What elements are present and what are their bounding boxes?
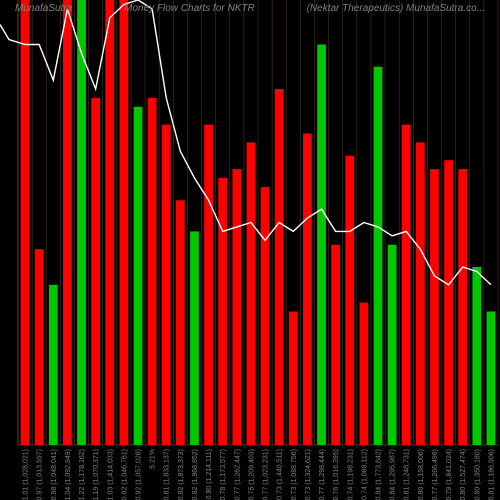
x-axis-label: 0.92 (1,057,028): [136, 449, 143, 500]
bar: [303, 134, 312, 446]
x-axis-label: 0.84 (1,295,987): [390, 449, 397, 500]
x-axis-label: 0.80 (1,158,006): [418, 449, 425, 500]
x-axis-label: 0.73 (1,324,621): [305, 449, 312, 500]
x-axis-label: 0.74 (1,089,112): [361, 449, 368, 500]
x-axis-label: 0.92 (1,046,761): [121, 449, 128, 500]
x-axis-label: 0.77 (1,262,447): [234, 449, 241, 500]
x-axis-label: 1.03 (1,414,033): [107, 449, 114, 500]
bar: [21, 0, 30, 445]
bar: [345, 156, 354, 445]
bar: [49, 285, 58, 445]
bar: [176, 200, 185, 445]
x-axis-label: 1.22 (1,178,162): [79, 449, 86, 500]
x-axis-label: 0.98 (1,048,041): [51, 449, 58, 500]
x-axis-label: 0.81 (1,186,906): [488, 449, 495, 500]
title-brand: MunafaSutra: [15, 3, 72, 14]
x-axis-label: 0.78 (1,173,577): [220, 449, 227, 500]
x-axis-label: 0.74 (1,198,231): [347, 449, 354, 500]
x-axis-label: 0.82 (1,873,373): [178, 449, 185, 500]
money-flow-chart: MunafaSutra Money Flow Charts for NKTR (…: [0, 0, 500, 500]
bar: [91, 98, 100, 445]
x-axis-label: 0.76 (1,016,395): [333, 449, 340, 500]
x-axis-label: 0.81 (1,833,137): [164, 449, 171, 500]
title-source: (Nektar Therapeutics) MunafaSutra.co...: [307, 3, 485, 14]
bar: [402, 125, 411, 445]
chart-svg: 1.01 (1,028,021) 0.97 (1,013,597) 0.98 (1,…: [0, 0, 500, 500]
bar: [289, 312, 298, 446]
x-axis-label: 0.80 (1,527,474): [460, 449, 467, 500]
x-axis-label: 0.75 (1,209,403): [248, 449, 255, 500]
bar: [120, 0, 129, 445]
x-axis-label: 0.79 (1,841,024): [446, 449, 453, 500]
bar: [218, 178, 227, 445]
bar: [331, 245, 340, 445]
bar: [458, 169, 467, 445]
bar: [275, 89, 284, 445]
bar: [63, 0, 72, 445]
x-axis-label: 0.97 (1,013,597): [37, 449, 44, 500]
x-axis-label: 0.84 (1,773,842): [376, 449, 383, 500]
x-axis-label: 0.82 (1,968,852): [192, 449, 199, 500]
x-axis-label: 0.77 (1,023,231): [263, 449, 270, 500]
title-center: Money Flow Charts for NKTR: [124, 3, 255, 14]
bar: [105, 0, 114, 445]
x-axis-label: 0.80 (1,214,111): [206, 449, 213, 499]
bar: [204, 125, 213, 445]
x-axis-label: 0.80 (1,350,180): [474, 449, 481, 500]
bar: [148, 98, 157, 445]
bar: [444, 160, 453, 445]
x-axis-label: 0.77 (1,286,498): [432, 449, 439, 500]
bar: [162, 125, 171, 445]
bar: [388, 245, 397, 445]
x-axis-label: 1.01 (1,028,021): [23, 449, 30, 500]
bar: [360, 303, 369, 445]
x-axis-label: 1.19 (1,070,371): [93, 449, 100, 500]
bar: [247, 142, 256, 445]
bar: [374, 67, 383, 445]
x-axis-label: 5.21%: [150, 449, 157, 469]
bar: [472, 267, 481, 445]
bar: [134, 107, 143, 445]
x-axis-label: 0.73 (1,440,511): [277, 449, 284, 500]
bar: [416, 142, 425, 445]
bar: [430, 169, 439, 445]
chart-title-bar: MunafaSutra Money Flow Charts for NKTR (…: [0, 3, 500, 14]
bar: [77, 0, 86, 445]
x-axis-label: 0.73 (1,088,756): [291, 449, 298, 500]
bar: [261, 187, 270, 445]
x-axis-label: 0.77 (1,298,444): [319, 449, 326, 500]
bar: [317, 45, 326, 446]
bar: [232, 169, 241, 445]
x-axis-label: 0.81 (1,248,731): [404, 449, 411, 500]
bar: [35, 249, 44, 445]
bar: [190, 231, 199, 445]
x-axis-label: 1.04 (1,092,949): [65, 449, 72, 500]
bar: [487, 312, 496, 446]
